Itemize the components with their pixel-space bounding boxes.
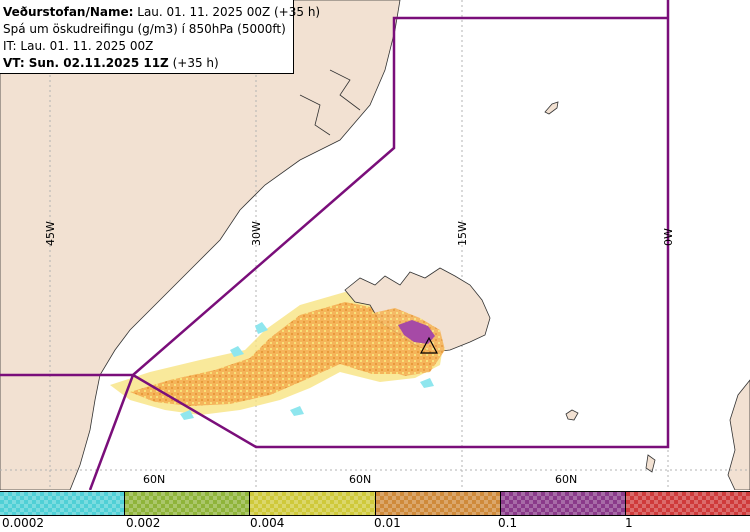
name-value: Lau. 01. 11. 2025 00Z (+35 h) xyxy=(137,5,321,19)
forecast-info-box: Veðurstofan/Name: Lau. 01. 11. 2025 00Z … xyxy=(0,0,320,74)
oceanic-region-boundary xyxy=(0,0,670,490)
legend-swatch-5 xyxy=(500,492,626,515)
meridian-label-0w: 0W xyxy=(662,228,675,246)
norway-coast xyxy=(727,379,750,490)
map-canvas[interactable]: 45W 30W 15W 0W 60N 60N 60N xyxy=(0,0,750,490)
legend-swatch-2 xyxy=(125,492,251,515)
legend-tick-4: 0.01 xyxy=(374,516,401,530)
valid-time-label: VT: Sun. 02.11.2025 11Z xyxy=(3,56,169,70)
greenland-fjord-2 xyxy=(299,94,331,136)
legend-tick-5: 0.1 xyxy=(498,516,518,530)
jan-mayen-island xyxy=(544,101,559,115)
shetland xyxy=(645,454,656,473)
legend-swatch-3 xyxy=(250,492,376,515)
legend-tick-2: 0.002 xyxy=(126,516,161,530)
legend-tick-3: 0.004 xyxy=(250,516,285,530)
meridian-label-45w: 45W xyxy=(44,221,57,246)
name-label: Veðurstofan/Name: xyxy=(3,5,134,19)
legend-tick-labels: 0.0002 0.002 0.004 0.01 0.1 1 xyxy=(0,516,750,532)
info-row-product: Spá um öskudreifingu (g/m3) í 850hPa (50… xyxy=(3,22,286,36)
volcano-icon xyxy=(420,336,438,354)
ash-concentration-high xyxy=(398,320,435,344)
greenland-fjord-1 xyxy=(329,69,361,111)
meridian-label-15w: 15W xyxy=(456,221,469,246)
legend-tick-1: 0.0002 xyxy=(2,516,44,530)
legend-swatch-6 xyxy=(625,492,750,515)
legend-swatch-4 xyxy=(375,492,501,515)
info-row-name: Veðurstofan/Name: Lau. 01. 11. 2025 00Z … xyxy=(3,4,320,21)
legend-swatch-1 xyxy=(0,492,126,515)
parallel-label-3: 60N xyxy=(555,473,577,486)
info-row-valid-time: VT: Sun. 02.11.2025 11Z (+35 h) xyxy=(3,55,293,72)
concentration-legend-bar xyxy=(0,491,750,516)
info-row-init-time: IT: Lau. 01. 11. 2025 00Z xyxy=(3,39,154,53)
faroe-islands xyxy=(565,409,579,421)
meridian-label-30w: 30W xyxy=(250,221,263,246)
greenland-landmass xyxy=(0,0,401,490)
legend-tick-6: 1 xyxy=(625,516,633,530)
parallel-label-1: 60N xyxy=(143,473,165,486)
valid-time-value: (+35 h) xyxy=(172,56,219,70)
parallel-label-2: 60N xyxy=(349,473,371,486)
